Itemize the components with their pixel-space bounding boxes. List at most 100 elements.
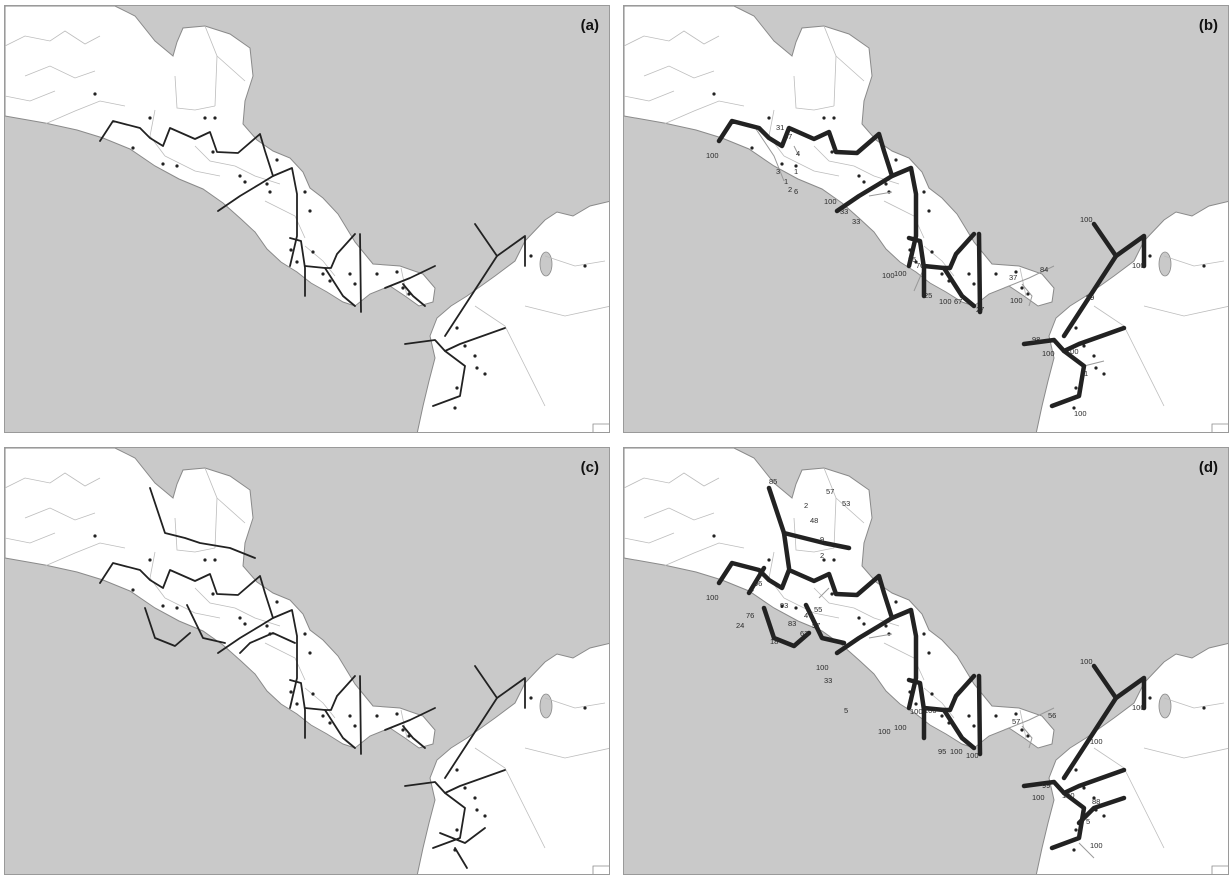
map-svg-d: 8525753489210096762418934755576383100335… [624,448,1228,874]
sampling-site [830,150,834,154]
sampling-site [750,146,754,150]
sampling-site [93,534,97,538]
political-border [304,245,336,277]
lake-maracaibo [539,693,553,719]
support-value-label: 2 [788,185,792,194]
sampling-site [794,606,798,610]
support-value-label: 57 [826,487,834,496]
support-value-label: 100 [1080,215,1093,224]
barrier-line [906,677,927,741]
barrier-line [1091,663,1147,711]
barrier-line [1061,253,1119,339]
sampling-site [884,182,888,186]
sampling-site [375,714,379,718]
sampling-site [131,146,135,150]
barrier-line [324,267,356,307]
support-value-label: 83 [788,619,796,628]
political-border [474,305,546,407]
barrier-line-weak [868,633,893,639]
map-panel-d: 85 2 57 53 48 9 2 100 96 76 24 18 93 47 55 57 63 83 100 33 5… [623,447,1229,875]
support-value-label: 1 [1084,369,1088,378]
barrier-line [359,675,362,755]
political-border [663,100,745,125]
map-corner-mark [1211,423,1228,432]
sampling-site [914,260,918,264]
sampling-site [1026,734,1030,738]
support-value-label: 1 [794,167,798,176]
sampling-site [780,162,784,166]
support-value-label: 25 [924,291,932,300]
lake-maracaibo [539,251,553,277]
support-value-label: 100 [894,723,907,732]
political-border [194,145,236,167]
support-value-label: 88 [1092,797,1100,806]
political-border [624,90,675,102]
political-border [164,597,221,619]
support-value-label: 33 [852,217,860,226]
barrier-line [1091,221,1147,269]
barrier-line [289,237,306,297]
support-value-label: 100 [1074,409,1087,418]
sampling-site [455,386,459,390]
barrier-line [921,673,977,713]
support-value-label: 5 [844,706,848,715]
political-border [194,587,236,609]
political-border [835,55,865,82]
political-border [149,551,166,599]
political-border [544,255,606,267]
political-border [5,90,56,102]
political-border [1093,747,1165,849]
support-value-label: 100 [894,269,907,278]
support-value-label: 24 [736,621,744,630]
political-border [1143,305,1228,317]
political-border [624,532,675,544]
sampling-site [862,622,866,626]
political-border [234,165,281,185]
support-value-label: 100 [878,727,891,736]
map-panel-b: 100 31 37 4 1 3 1 2 6 33 100 33 100 100 95 70 25 100 67 27 3… [623,5,1229,433]
support-value-label: 95 [908,255,916,264]
political-border [643,507,715,521]
barrier-line [803,602,847,646]
sampling-site [1074,386,1078,390]
barrier-line [716,118,919,269]
sampling-site [822,116,826,120]
support-value-label: 100 [882,271,895,280]
sampling-site [832,116,836,120]
barrier-line [217,175,274,212]
barrier-line-weak [1078,842,1095,859]
barrier-line [217,617,274,654]
barrier-line [432,792,466,849]
political-border [783,597,840,619]
sampling-site [321,272,325,276]
sampling-site [1082,344,1086,348]
landmass-central-america [624,448,1055,749]
political-border [1019,267,1027,297]
sampling-site [463,786,467,790]
sampling-site [375,272,379,276]
political-border [44,100,126,125]
sampling-site [1020,728,1024,732]
sampling-site [395,712,399,716]
sampling-site [275,158,279,162]
sampling-site [483,814,487,818]
sampling-site [1026,292,1030,296]
support-value-label: 31 [776,123,784,132]
support-value-label: 100 [1080,657,1093,666]
sampling-site [243,180,247,184]
support-value-label: 100 [1032,793,1045,802]
sampling-site [311,692,315,696]
sampling-site [583,264,587,268]
support-value-label: 100 [1132,261,1145,270]
support-value-label: 55 [814,605,822,614]
sampling-site [529,696,533,700]
political-border [474,747,546,849]
sampling-site [475,808,479,812]
sampling-site [922,632,926,636]
barrier-line [921,231,977,271]
political-border [24,65,96,79]
sampling-site [830,592,834,596]
barrier-line [149,487,256,559]
barrier-line-weak [868,191,893,197]
